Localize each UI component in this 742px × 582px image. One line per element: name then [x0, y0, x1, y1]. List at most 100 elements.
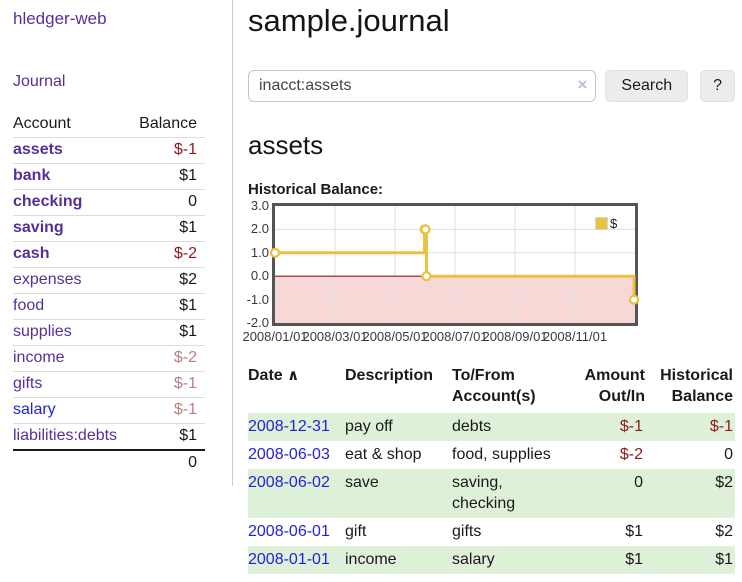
register-header-amount: Amount Out/In [584, 367, 645, 405]
transaction-balance: $2 [715, 523, 733, 540]
account-heading: assets [248, 130, 324, 160]
x-axis-tick-label: 2008/07/01 [422, 329, 488, 344]
register-header-date[interactable]: Date ∧ [248, 367, 300, 384]
transaction-balance: $2 [645, 469, 735, 518]
legend-label: $ [610, 216, 618, 231]
account-balance: $-1 [173, 375, 197, 392]
chart-data-point [628, 294, 640, 305]
register-row: 2008-12-31 pay off debts $-1 $-1 [248, 413, 735, 441]
transaction-date-link[interactable]: 2008-06-01 [248, 523, 330, 540]
search-form: × Search ? [248, 70, 735, 102]
register-header-description: Description [345, 367, 434, 384]
account-link[interactable]: bank [13, 167, 51, 184]
page-title: sample.journal [248, 3, 450, 38]
y-axis-tick-label: -2.0 [246, 315, 269, 330]
account-link[interactable]: saving [13, 219, 64, 236]
x-axis-tick-label: 2008/03/01 [302, 329, 368, 344]
sidebar: hledger-web Journal Account Balance asse… [0, 0, 233, 486]
search-input-wrap: × [248, 70, 597, 102]
transaction-date-link[interactable]: 2008-06-03 [248, 446, 330, 463]
y-axis-tick-label: 2.0 [250, 221, 269, 237]
account-row: checking 0 [13, 189, 205, 216]
register-header-row: Date ∧ Description To/From Account(s) Amoun… [248, 363, 735, 413]
transaction-accounts: debts [452, 413, 570, 441]
account-link[interactable]: gifts [13, 375, 43, 392]
account-link[interactable]: checking [13, 193, 83, 210]
account-balance: $1 [179, 427, 197, 444]
transaction-description: pay off [345, 413, 452, 441]
account-link[interactable]: liabilities:debts [13, 427, 118, 444]
transaction-accounts: gifts [452, 523, 482, 540]
chart-data-point [421, 271, 432, 282]
account-row: income $-2 [13, 345, 205, 372]
account-balance: $1 [179, 297, 197, 314]
account-link[interactable]: expenses [13, 271, 82, 288]
register-row: 2008-06-01 gift gifts $1 $2 [248, 518, 735, 546]
accounts-header-row: Account Balance [13, 112, 205, 138]
account-link[interactable]: income [13, 349, 65, 366]
transaction-balance: $1 [645, 546, 735, 574]
account-balance: $1 [179, 167, 197, 184]
chart-data-point [420, 224, 431, 235]
account-balance: $-1 [173, 141, 197, 158]
transaction-balance: $-1 [645, 413, 735, 441]
brand-link[interactable]: hledger-web [13, 9, 107, 28]
account-balance: $-2 [173, 349, 197, 366]
x-axis-tick-label: 2008/11/01 [542, 329, 608, 344]
account-row: liabilities:debts $1 [13, 423, 205, 451]
transaction-balance: 0 [724, 446, 733, 463]
transaction-amount: $-1 [570, 413, 645, 441]
help-button[interactable]: ? [700, 70, 735, 102]
account-link[interactable]: cash [13, 245, 50, 262]
account-link[interactable]: salary [13, 401, 56, 418]
register-header-accounts: To/From Account(s) [452, 367, 536, 405]
clear-search-icon[interactable]: × [577, 75, 588, 94]
transaction-accounts: salary [452, 546, 570, 574]
register-row: 2008-06-02 save saving, checking 0 $2 [248, 469, 735, 518]
account-row: salary $-1 [13, 397, 205, 424]
y-axis-tick-label: 3.0 [250, 198, 269, 213]
x-axis-tick-label: 2008/01/01 [242, 329, 308, 344]
chart-title: Historical Balance: [248, 181, 384, 198]
chart-data-point [269, 247, 281, 258]
register-table: Date ∧ Description To/From Account(s) Amoun… [248, 363, 735, 574]
legend-swatch-icon [595, 217, 608, 230]
account-balance: $1 [179, 219, 197, 236]
historical-balance-chart[interactable]: 3.0 2.0 1.0 0.0 -1.0 -2.0 2008/01/01 2008/03/0… [238, 198, 698, 348]
transaction-date-link[interactable]: 2008-12-31 [248, 418, 330, 435]
register-row: 2008-01-01 income salary $1 $1 [248, 546, 735, 574]
account-row: saving $1 [13, 215, 205, 242]
transaction-accounts: food, supplies [452, 446, 551, 463]
transaction-date-link[interactable]: 2008-01-01 [248, 551, 330, 568]
sidebar-item-journal[interactable]: Journal [13, 73, 66, 90]
account-row: expenses $2 [13, 267, 205, 294]
chart-plot-area[interactable] [269, 203, 640, 326]
y-axis-tick-label: 0.0 [250, 268, 269, 284]
sort-ascending-icon: ∧ [287, 367, 300, 384]
account-balance: $2 [179, 271, 197, 288]
transaction-description: eat & shop [345, 446, 422, 463]
y-axis-tick-label: 1.0 [250, 244, 269, 260]
account-row: bank $1 [13, 163, 205, 190]
transaction-amount: $-2 [619, 446, 643, 463]
account-link[interactable]: supplies [13, 323, 72, 340]
transaction-accounts: saving, checking [452, 469, 570, 518]
transaction-description: save [345, 469, 452, 518]
x-axis-tick-label: 2008/05/01 [362, 329, 428, 344]
sidebar-nav: Journal [13, 73, 232, 91]
register-row: 2008-06-03 eat & shop food, supplies $-2 0 [248, 441, 735, 469]
transaction-amount: 0 [570, 469, 645, 518]
account-link[interactable]: assets [13, 141, 63, 158]
accounts-header-account: Account [13, 115, 71, 132]
search-button[interactable]: Search [605, 70, 689, 102]
account-balance: 0 [188, 193, 197, 210]
accounts-total-balance: 0 [188, 454, 197, 471]
account-row: supplies $1 [13, 319, 205, 346]
account-balance: $-1 [173, 401, 197, 418]
register-header-balance: Historical Balance [660, 367, 733, 405]
account-balance: $-2 [173, 245, 197, 262]
chart-legend: $ [595, 216, 617, 231]
search-input[interactable] [248, 70, 597, 102]
account-link[interactable]: food [13, 297, 45, 314]
transaction-date-link[interactable]: 2008-06-02 [248, 474, 330, 491]
